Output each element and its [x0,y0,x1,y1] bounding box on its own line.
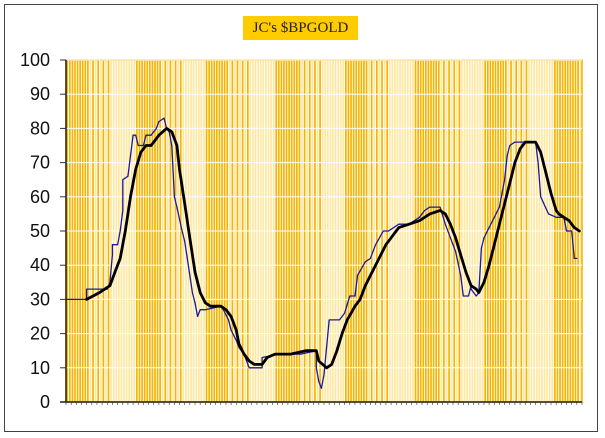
chart-title: JC's $BPGOLD [243,16,358,40]
y-tick-label: 90 [30,84,50,104]
y-tick-label: 50 [30,221,50,241]
y-tick-label: 20 [30,324,50,344]
y-tick-label: 10 [30,358,50,378]
y-tick-label: 70 [30,153,50,173]
series-line-black [85,127,581,370]
y-tick-label: 30 [30,289,50,309]
y-tick-label: 100 [20,50,50,70]
axes: 0 10 20 30 40 50 60 70 80 90 100 [20,50,583,412]
y-tick-label: 0 [40,392,50,412]
y-tick-label: 80 [30,118,50,138]
chart-frame [4,4,598,432]
series-group [65,117,581,389]
series-line-blue [65,117,578,389]
y-tick-label: 40 [30,255,50,275]
y-tick-label: 60 [30,187,50,207]
gridlines [66,59,582,369]
